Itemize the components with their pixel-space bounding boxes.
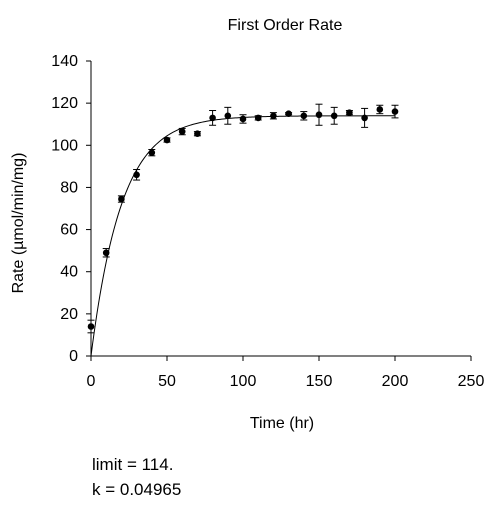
data-point <box>148 149 156 156</box>
data-point <box>239 115 247 123</box>
plot-axes: 0 20 40 60 80 100 120 140 0 50 100 150 200 250 <box>51 53 484 390</box>
y-tick-label: 40 <box>60 264 78 281</box>
y-tick-label: 100 <box>51 137 78 154</box>
data-point <box>102 249 110 257</box>
x-axis-label: Time (hr) <box>250 415 314 432</box>
data-point <box>270 112 277 120</box>
y-tick-label: 60 <box>60 222 78 239</box>
x-tick-label: 200 <box>382 373 409 390</box>
x-tick-label: 250 <box>458 373 485 390</box>
data-points-layer <box>87 103 399 334</box>
x-tick-label: 150 <box>306 373 333 390</box>
y-axis-label: Rate (µmol/min/mg) <box>10 153 27 294</box>
y-tick-label: 140 <box>51 53 78 70</box>
data-point <box>87 323 95 330</box>
y-tick-label: 120 <box>51 95 78 112</box>
data-point <box>330 112 338 120</box>
x-tick-label: 100 <box>230 373 257 390</box>
data-point <box>300 112 308 120</box>
y-tick-label: 20 <box>60 306 78 323</box>
fit-k-text: k = 0.04965 <box>92 480 182 499</box>
data-point <box>315 111 323 119</box>
data-point <box>391 108 399 115</box>
data-point <box>209 114 216 122</box>
data-point <box>346 109 353 116</box>
fit-curve <box>90 115 395 357</box>
data-point <box>178 128 186 135</box>
y-tick-label: 0 <box>69 348 78 365</box>
data-point <box>163 136 171 144</box>
fit-limit-text: limit = 114. <box>92 455 174 474</box>
data-point <box>133 171 140 179</box>
x-tick-label: 50 <box>158 373 176 390</box>
data-point <box>254 114 262 122</box>
data-point <box>376 106 384 113</box>
data-point <box>285 110 292 117</box>
chart-title: First Order Rate <box>228 17 343 34</box>
fit-curve-layer <box>90 115 395 357</box>
y-tick-label: 80 <box>60 179 78 196</box>
data-point <box>194 130 201 137</box>
data-point <box>118 195 125 203</box>
x-tick-label: 0 <box>87 373 96 390</box>
data-point <box>224 112 232 120</box>
data-point <box>361 114 368 122</box>
